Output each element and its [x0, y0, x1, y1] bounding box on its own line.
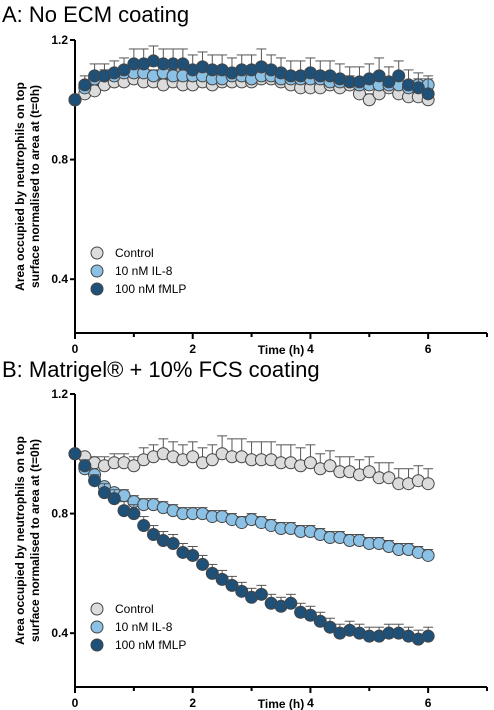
y-axis-title-line: surface normalised to area at (t=0h) — [28, 439, 42, 642]
y-tick-label: 0.4 — [51, 272, 68, 286]
series-3 — [68, 45, 435, 107]
legend-marker — [90, 282, 104, 296]
x-axis-title: Time (h) — [258, 697, 304, 710]
legend-marker — [90, 246, 104, 260]
legend-marker — [90, 638, 104, 652]
series-3 — [68, 447, 435, 646]
data-point — [362, 93, 376, 107]
data-point — [78, 78, 92, 92]
data-point — [127, 507, 141, 521]
data-point — [107, 492, 121, 506]
data-point — [313, 614, 327, 628]
data-point — [421, 629, 435, 643]
y-axis-title-line: Area occupied by neutrophils on top — [13, 436, 27, 645]
data-point — [411, 81, 425, 95]
data-point — [392, 69, 406, 83]
data-point — [166, 536, 180, 550]
data-point — [303, 608, 317, 622]
data-point — [97, 486, 111, 500]
data-point — [68, 447, 82, 461]
x-tick-label: 4 — [307, 342, 314, 356]
data-point — [303, 456, 317, 470]
data-point — [235, 584, 249, 598]
x-tick-label: 0 — [72, 342, 79, 356]
data-point — [117, 63, 131, 77]
data-point — [78, 459, 92, 473]
data-point — [186, 548, 200, 562]
data-point — [196, 557, 210, 571]
data-point — [146, 528, 160, 542]
data-point — [372, 69, 386, 83]
x-tick-label: 6 — [425, 342, 432, 356]
data-point — [362, 465, 376, 479]
x-tick-label: 2 — [189, 696, 196, 710]
panel-a: A: No ECM coating 0.4 0.8 1.2 0 2 4 6 Time (h) A… — [2, 2, 488, 357]
panel-b: B: Matrigel® + 10% FCS coating 0.4 0.8 1.2… — [2, 357, 488, 710]
data-point — [421, 87, 435, 101]
y-tick-label: 0.8 — [51, 153, 68, 167]
panel-a-title: A: No ECM coating — [2, 2, 189, 27]
data-point — [284, 596, 298, 610]
data-point — [127, 459, 141, 473]
data-point — [323, 459, 337, 473]
data-point — [68, 93, 82, 107]
data-point — [205, 453, 219, 467]
data-point — [382, 75, 396, 89]
legend-marker — [90, 602, 104, 616]
data-point — [323, 620, 337, 634]
data-point — [421, 548, 435, 562]
data-point — [137, 519, 151, 533]
legend-marker — [90, 620, 104, 634]
data-point — [254, 587, 268, 601]
legend-label: Control — [115, 246, 154, 260]
data-point — [88, 474, 102, 488]
data-point — [225, 578, 239, 592]
y-tick-label: 0.4 — [51, 626, 68, 640]
legend-label: 10 nM IL-8 — [115, 264, 173, 278]
x-tick-label: 2 — [189, 342, 196, 356]
data-point — [186, 450, 200, 464]
y-tick-label: 1.2 — [51, 33, 68, 47]
panel-b-title: B: Matrigel® + 10% FCS coating — [2, 357, 320, 382]
y-axis-title-line: Area occupied by neutrophils on top — [13, 82, 27, 291]
x-tick-label: 4 — [307, 696, 314, 710]
y-tick-label: 1.2 — [51, 387, 68, 401]
x-tick-label: 0 — [72, 696, 79, 710]
data-point — [205, 566, 219, 580]
data-point — [176, 57, 190, 71]
x-axis-title: Time (h) — [258, 343, 304, 357]
legend-label: 100 nM fMLP — [115, 638, 186, 652]
data-point — [382, 471, 396, 485]
legend-label: Control — [115, 602, 154, 616]
x-tick-label: 6 — [425, 696, 432, 710]
series-1 — [68, 435, 435, 491]
legend-marker — [90, 264, 104, 278]
legend-label: 100 nM fMLP — [115, 282, 186, 296]
legend-label: 10 nM IL-8 — [115, 620, 173, 634]
data-point — [215, 572, 229, 586]
y-tick-label: 0.8 — [51, 507, 68, 521]
y-axis-title-line: surface normalised to area at (t=0h) — [28, 85, 42, 288]
data-point — [421, 477, 435, 491]
